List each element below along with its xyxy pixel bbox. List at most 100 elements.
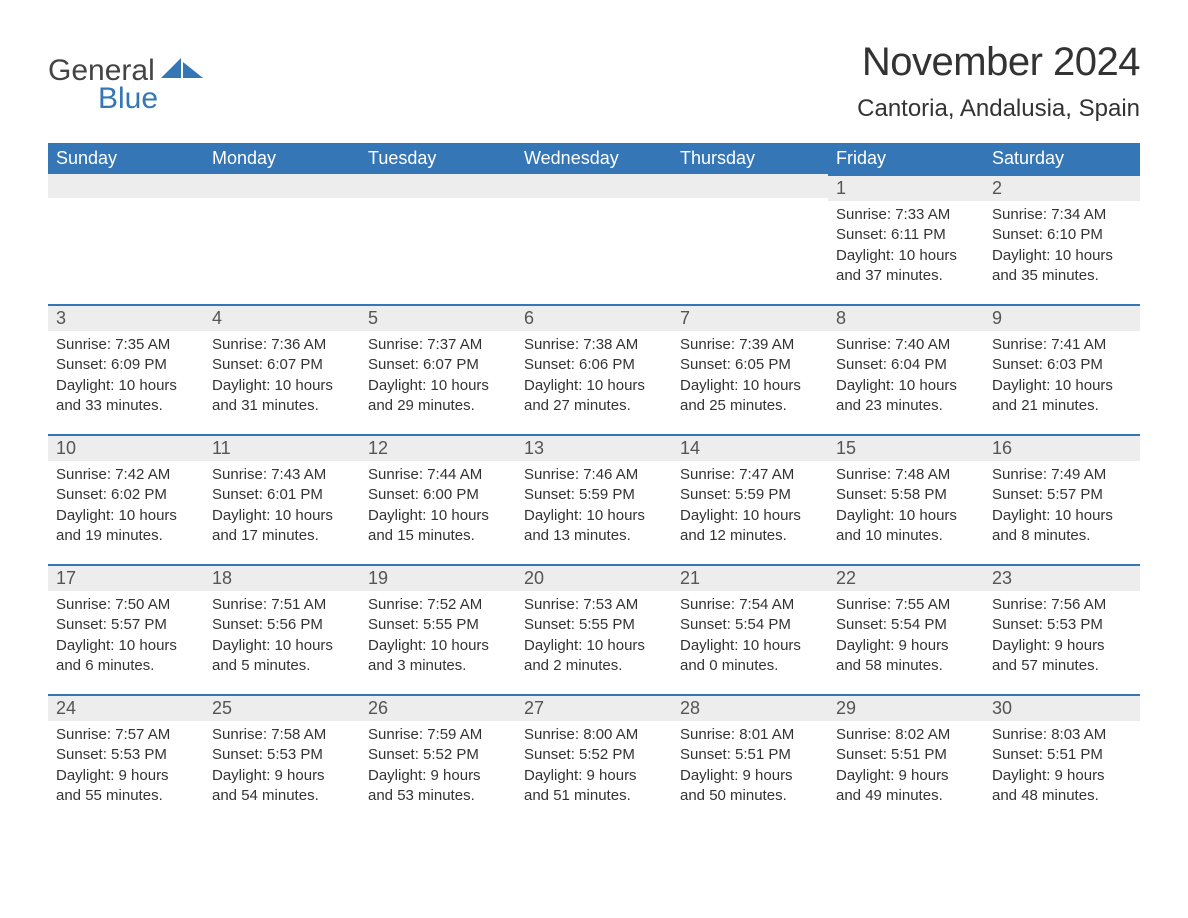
daylight-line: Daylight: 10 hours and 10 minutes.: [836, 506, 976, 547]
logo-block: General Blue: [48, 40, 205, 116]
daylight-line: Daylight: 10 hours and 21 minutes.: [992, 376, 1132, 417]
sunrise-line: Sunrise: 7:58 AM: [212, 725, 352, 745]
sunset-line: Sunset: 5:53 PM: [56, 745, 196, 765]
calendar-cell: [516, 174, 672, 304]
sunset-line: Sunset: 6:00 PM: [368, 485, 508, 505]
sunrise-line: Sunrise: 7:51 AM: [212, 595, 352, 615]
day-number: 20: [516, 564, 672, 591]
day-details: Sunrise: 7:47 AMSunset: 5:59 PMDaylight:…: [672, 461, 828, 556]
calendar-cell: 16Sunrise: 7:49 AMSunset: 5:57 PMDayligh…: [984, 434, 1140, 564]
calendar-cell: 17Sunrise: 7:50 AMSunset: 5:57 PMDayligh…: [48, 564, 204, 694]
daylight-line: Daylight: 10 hours and 6 minutes.: [56, 636, 196, 677]
sunset-line: Sunset: 6:07 PM: [368, 355, 508, 375]
weekday-header: Friday: [828, 143, 984, 174]
sunset-line: Sunset: 5:55 PM: [524, 615, 664, 635]
sunset-line: Sunset: 6:10 PM: [992, 225, 1132, 245]
calendar-cell: 28Sunrise: 8:01 AMSunset: 5:51 PMDayligh…: [672, 694, 828, 824]
sunrise-line: Sunrise: 7:49 AM: [992, 465, 1132, 485]
daylight-line: Daylight: 10 hours and 13 minutes.: [524, 506, 664, 547]
day-details: Sunrise: 7:54 AMSunset: 5:54 PMDaylight:…: [672, 591, 828, 686]
title-block: November 2024 Cantoria, Andalusia, Spain: [857, 40, 1140, 123]
day-number: 10: [48, 434, 204, 461]
day-details: Sunrise: 8:03 AMSunset: 5:51 PMDaylight:…: [984, 721, 1140, 816]
sunrise-line: Sunrise: 7:43 AM: [212, 465, 352, 485]
sunrise-line: Sunrise: 7:48 AM: [836, 465, 976, 485]
weekday-header: Tuesday: [360, 143, 516, 174]
sunset-line: Sunset: 5:51 PM: [992, 745, 1132, 765]
sunset-line: Sunset: 5:51 PM: [680, 745, 820, 765]
daylight-line: Daylight: 10 hours and 31 minutes.: [212, 376, 352, 417]
day-details: Sunrise: 7:42 AMSunset: 6:02 PMDaylight:…: [48, 461, 204, 556]
day-details: Sunrise: 7:51 AMSunset: 5:56 PMDaylight:…: [204, 591, 360, 686]
daylight-line: Daylight: 10 hours and 0 minutes.: [680, 636, 820, 677]
sunset-line: Sunset: 6:01 PM: [212, 485, 352, 505]
sunset-line: Sunset: 5:52 PM: [524, 745, 664, 765]
calendar-cell: 23Sunrise: 7:56 AMSunset: 5:53 PMDayligh…: [984, 564, 1140, 694]
day-details: Sunrise: 7:57 AMSunset: 5:53 PMDaylight:…: [48, 721, 204, 816]
calendar-cell: 7 Sunrise: 7:39 AMSunset: 6:05 PMDaylight…: [672, 304, 828, 434]
weekday-header: Thursday: [672, 143, 828, 174]
calendar-cell: 13Sunrise: 7:46 AMSunset: 5:59 PMDayligh…: [516, 434, 672, 564]
sunset-line: Sunset: 6:11 PM: [836, 225, 976, 245]
sunset-line: Sunset: 5:54 PM: [836, 615, 976, 635]
calendar-cell: 3Sunrise: 7:35 AMSunset: 6:09 PMDaylight…: [48, 304, 204, 434]
day-details: Sunrise: 7:34 AMSunset: 6:10 PMDaylight:…: [984, 201, 1140, 296]
calendar-cell: [672, 174, 828, 304]
day-number: 22: [828, 564, 984, 591]
day-number: 29: [828, 694, 984, 721]
day-number: 12: [360, 434, 516, 461]
sunrise-line: Sunrise: 7:47 AM: [680, 465, 820, 485]
day-details: Sunrise: 7:56 AMSunset: 5:53 PMDaylight:…: [984, 591, 1140, 686]
daylight-line: Daylight: 9 hours and 57 minutes.: [992, 636, 1132, 677]
sunrise-line: Sunrise: 8:01 AM: [680, 725, 820, 745]
calendar-cell: 8Sunrise: 7:40 AMSunset: 6:04 PMDaylight…: [828, 304, 984, 434]
weekday-header: Saturday: [984, 143, 1140, 174]
day-details: Sunrise: 7:37 AMSunset: 6:07 PMDaylight:…: [360, 331, 516, 426]
sunset-line: Sunset: 5:58 PM: [836, 485, 976, 505]
day-number: 28: [672, 694, 828, 721]
daylight-line: Daylight: 9 hours and 58 minutes.: [836, 636, 976, 677]
day-details: Sunrise: 7:49 AMSunset: 5:57 PMDaylight:…: [984, 461, 1140, 556]
day-details: Sunrise: 8:02 AMSunset: 5:51 PMDaylight:…: [828, 721, 984, 816]
calendar-cell: 14Sunrise: 7:47 AMSunset: 5:59 PMDayligh…: [672, 434, 828, 564]
sunrise-line: Sunrise: 7:56 AM: [992, 595, 1132, 615]
day-details: Sunrise: 7:50 AMSunset: 5:57 PMDaylight:…: [48, 591, 204, 686]
calendar-cell: 19Sunrise: 7:52 AMSunset: 5:55 PMDayligh…: [360, 564, 516, 694]
day-details: Sunrise: 7:36 AMSunset: 6:07 PMDaylight:…: [204, 331, 360, 426]
sunset-line: Sunset: 5:59 PM: [680, 485, 820, 505]
sunrise-line: Sunrise: 7:44 AM: [368, 465, 508, 485]
sunset-line: Sunset: 5:53 PM: [212, 745, 352, 765]
day-number: 16: [984, 434, 1140, 461]
daylight-line: Daylight: 10 hours and 25 minutes.: [680, 376, 820, 417]
sunset-line: Sunset: 5:59 PM: [524, 485, 664, 505]
calendar-cell: 25 Sunrise: 7:58 AMSunset: 5:53 PMDayligh…: [204, 694, 360, 824]
day-number: 7: [672, 304, 828, 331]
weekday-header: Monday: [204, 143, 360, 174]
empty-cell: [204, 174, 360, 198]
day-number: 27: [516, 694, 672, 721]
calendar-header-row: SundayMondayTuesdayWednesdayThursdayFrid…: [48, 143, 1140, 174]
day-number: 15: [828, 434, 984, 461]
day-details: Sunrise: 7:33 AMSunset: 6:11 PMDaylight:…: [828, 201, 984, 296]
sunrise-line: Sunrise: 8:02 AM: [836, 725, 976, 745]
day-details: Sunrise: 7:38 AMSunset: 6:06 PMDaylight:…: [516, 331, 672, 426]
sunset-line: Sunset: 6:09 PM: [56, 355, 196, 375]
day-details: Sunrise: 8:01 AMSunset: 5:51 PMDaylight:…: [672, 721, 828, 816]
calendar-cell: 6Sunrise: 7:38 AMSunset: 6:06 PMDaylight…: [516, 304, 672, 434]
logo-text-blue: Blue: [98, 82, 205, 116]
day-number: 19: [360, 564, 516, 591]
daylight-line: Daylight: 10 hours and 37 minutes.: [836, 246, 976, 287]
day-number: 17: [48, 564, 204, 591]
sunrise-line: Sunrise: 7:39 AM: [680, 335, 820, 355]
day-details: Sunrise: 7:41 AMSunset: 6:03 PMDaylight:…: [984, 331, 1140, 426]
day-details: Sunrise: 7:40 AMSunset: 6:04 PMDaylight:…: [828, 331, 984, 426]
empty-cell: [360, 174, 516, 198]
calendar-cell: 22Sunrise: 7:55 AMSunset: 5:54 PMDayligh…: [828, 564, 984, 694]
sunrise-line: Sunrise: 7:52 AM: [368, 595, 508, 615]
day-number: 1: [828, 174, 984, 201]
sunset-line: Sunset: 6:05 PM: [680, 355, 820, 375]
sunrise-line: Sunrise: 7:34 AM: [992, 205, 1132, 225]
daylight-line: Daylight: 9 hours and 54 minutes.: [212, 766, 352, 807]
day-number: 25: [204, 694, 360, 721]
calendar-cell: 30Sunrise: 8:03 AMSunset: 5:51 PMDayligh…: [984, 694, 1140, 824]
